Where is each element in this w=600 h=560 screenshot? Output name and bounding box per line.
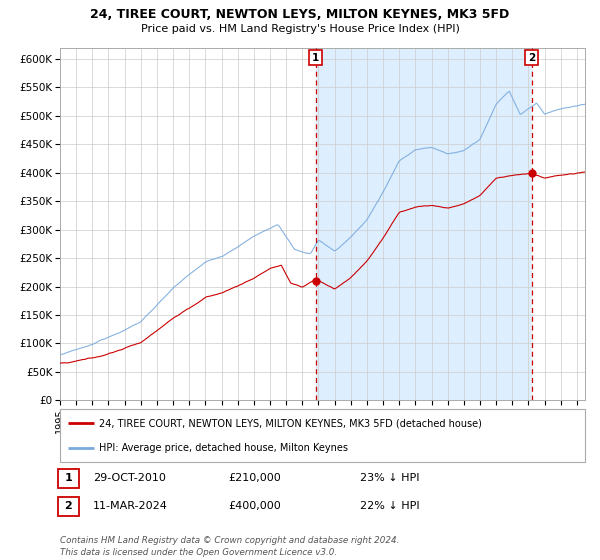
Text: 2: 2 — [65, 501, 72, 511]
Text: Price paid vs. HM Land Registry's House Price Index (HPI): Price paid vs. HM Land Registry's House … — [140, 24, 460, 34]
Text: 2: 2 — [528, 53, 535, 63]
Text: 23% ↓ HPI: 23% ↓ HPI — [360, 473, 419, 483]
Text: 1: 1 — [312, 53, 319, 63]
Text: HPI: Average price, detached house, Milton Keynes: HPI: Average price, detached house, Milt… — [100, 442, 349, 452]
Text: £210,000: £210,000 — [228, 473, 281, 483]
Bar — [316, 48, 532, 400]
Text: 11-MAR-2024: 11-MAR-2024 — [93, 501, 168, 511]
Text: 22% ↓ HPI: 22% ↓ HPI — [360, 501, 419, 511]
Bar — [532, 48, 585, 400]
Text: Contains HM Land Registry data © Crown copyright and database right 2024.
This d: Contains HM Land Registry data © Crown c… — [60, 536, 400, 557]
Text: 29-OCT-2010: 29-OCT-2010 — [93, 473, 166, 483]
Bar — [532, 48, 585, 400]
Text: 24, TIREE COURT, NEWTON LEYS, MILTON KEYNES, MK3 5FD: 24, TIREE COURT, NEWTON LEYS, MILTON KEY… — [91, 8, 509, 21]
Text: £400,000: £400,000 — [228, 501, 281, 511]
Text: 1: 1 — [65, 473, 72, 483]
Text: 24, TIREE COURT, NEWTON LEYS, MILTON KEYNES, MK3 5FD (detached house): 24, TIREE COURT, NEWTON LEYS, MILTON KEY… — [100, 418, 482, 428]
